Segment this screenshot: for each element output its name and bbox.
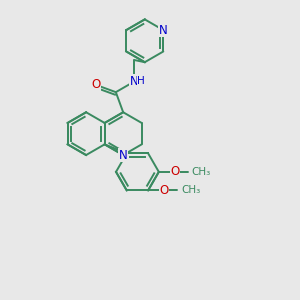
Text: CH₃: CH₃ bbox=[192, 167, 211, 177]
Text: N: N bbox=[130, 75, 139, 88]
Text: H: H bbox=[137, 76, 145, 86]
Text: CH₃: CH₃ bbox=[181, 185, 200, 195]
Text: N: N bbox=[159, 24, 168, 37]
Text: N: N bbox=[119, 148, 128, 162]
Text: O: O bbox=[160, 184, 169, 197]
Text: O: O bbox=[91, 78, 101, 91]
Text: O: O bbox=[170, 165, 179, 178]
